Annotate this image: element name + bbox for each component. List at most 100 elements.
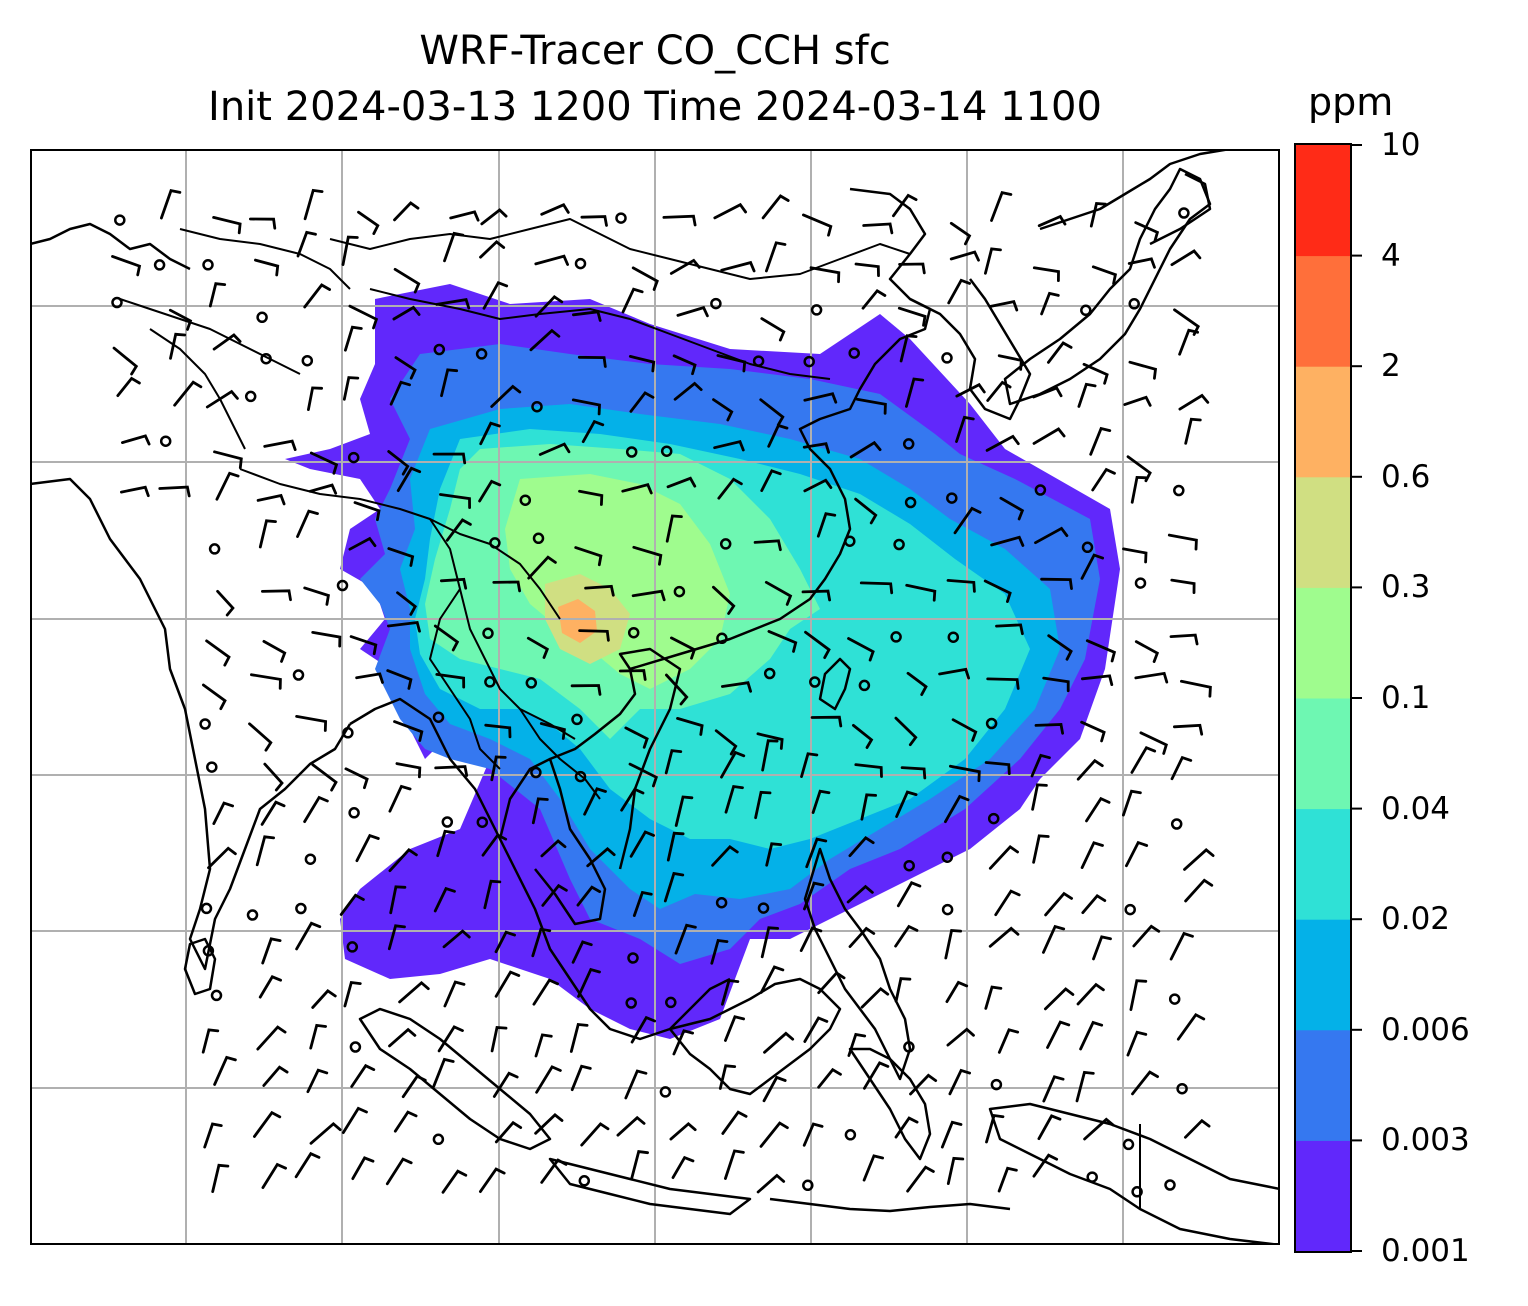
wind-barb [718,1064,737,1090]
wind-barb [631,266,659,291]
wind-barb [1127,257,1156,269]
wind-barb [767,423,789,448]
wind-barb [492,1071,519,1098]
wind-barb [440,368,459,398]
wind-barb [1128,360,1158,380]
wind-barb [215,471,240,501]
wind-barb [213,450,243,470]
wind-barb [401,1074,427,1099]
calm-wind-circle [200,902,213,915]
wind-barb [351,1156,375,1180]
wind-barb [1082,362,1109,385]
wind-barb [111,254,142,277]
wind-barb [767,630,798,653]
wind-barb [490,384,522,408]
wind-barb [1125,840,1149,868]
wind-barb [714,729,738,756]
calm-wind-circles [111,207,1190,1198]
wind-barb [724,1149,745,1180]
colorbar-tick-label: 0.04 [1381,790,1451,827]
wind-barb [1047,341,1073,364]
wind-barb [800,752,819,778]
wind-barb [392,305,421,321]
wind-barb [862,222,894,235]
calm-wind-circle [1124,903,1136,916]
wind-barb [1080,553,1104,580]
wind-barb [212,333,242,351]
wind-barb [669,1121,697,1141]
calm-wind-circle [336,579,349,592]
calm-wind-circle [627,626,640,639]
wind-barb [311,763,338,792]
wind-barb [205,639,231,667]
coastline-india [30,477,352,971]
wind-barb [721,681,752,693]
wind-barb [303,283,331,309]
wind-barb [896,881,922,908]
wind-barb [348,536,377,551]
wind-barb [712,398,734,422]
calm-wind-circle [260,352,272,365]
calm-wind-circle [433,343,446,356]
calm-wind-circle [1081,541,1094,554]
wind-barb [854,262,880,277]
wind-barb [759,965,785,994]
wind-barb [852,724,874,749]
calm-wind-circle [858,679,871,692]
wind-barb [388,784,412,813]
wind-barb [342,376,360,401]
wind-barb [173,380,203,407]
wind-barb [1076,982,1105,1006]
calm-wind-circle [202,259,214,271]
wind-barb [261,1162,287,1189]
wind-barb [765,241,787,273]
wind-barb [1132,924,1161,948]
calm-wind-circle [475,348,488,360]
wind-barb [897,306,927,327]
wind-barb [712,585,736,615]
wind-barb [760,926,780,959]
wind-barb [948,1068,971,1096]
calm-wind-circle [301,354,314,367]
calm-wind-circle [1176,1082,1188,1095]
calm-wind-circle [902,438,915,450]
wind-barb [720,260,756,273]
wind-barb [1083,1117,1115,1141]
wind-barb [817,1067,842,1089]
wind-barb [569,1022,589,1053]
wind-barb [986,380,1012,402]
wind-barb [666,831,685,862]
wind-barb [254,258,280,277]
calm-wind-circle [246,909,259,921]
wind-barb [894,977,912,1003]
wind-barb [629,830,655,858]
wind-barb [311,989,337,1009]
wind-barb [949,250,980,262]
wind-barb [255,835,275,867]
wind-barb [303,586,330,606]
wind-barb [760,317,786,342]
wind-barb [810,715,843,728]
wind-barb [262,1065,289,1087]
wind-barb [995,623,1024,636]
wind-barb [577,355,607,368]
calm-wind-circle [571,713,583,726]
wind-barb [344,767,369,790]
wind-barb [386,669,413,690]
wind-barb [1131,1070,1159,1096]
wind-barb [483,879,502,910]
coastline-sea-okhotsk [1039,149,1231,231]
wind-barb [674,795,694,827]
wind-barb [1042,1075,1065,1103]
wind-barb [1089,426,1112,456]
wind-barb [213,1055,237,1086]
wind-barb [116,376,141,397]
coastline-java [548,1157,752,1216]
colorbar-segment [1295,1140,1351,1252]
wind-barb [388,1027,417,1048]
wind-barb [1184,417,1202,445]
wind-barb [1040,291,1060,316]
wind-barb [586,846,616,868]
map-frame [30,149,1280,1245]
wind-barb [355,672,384,684]
